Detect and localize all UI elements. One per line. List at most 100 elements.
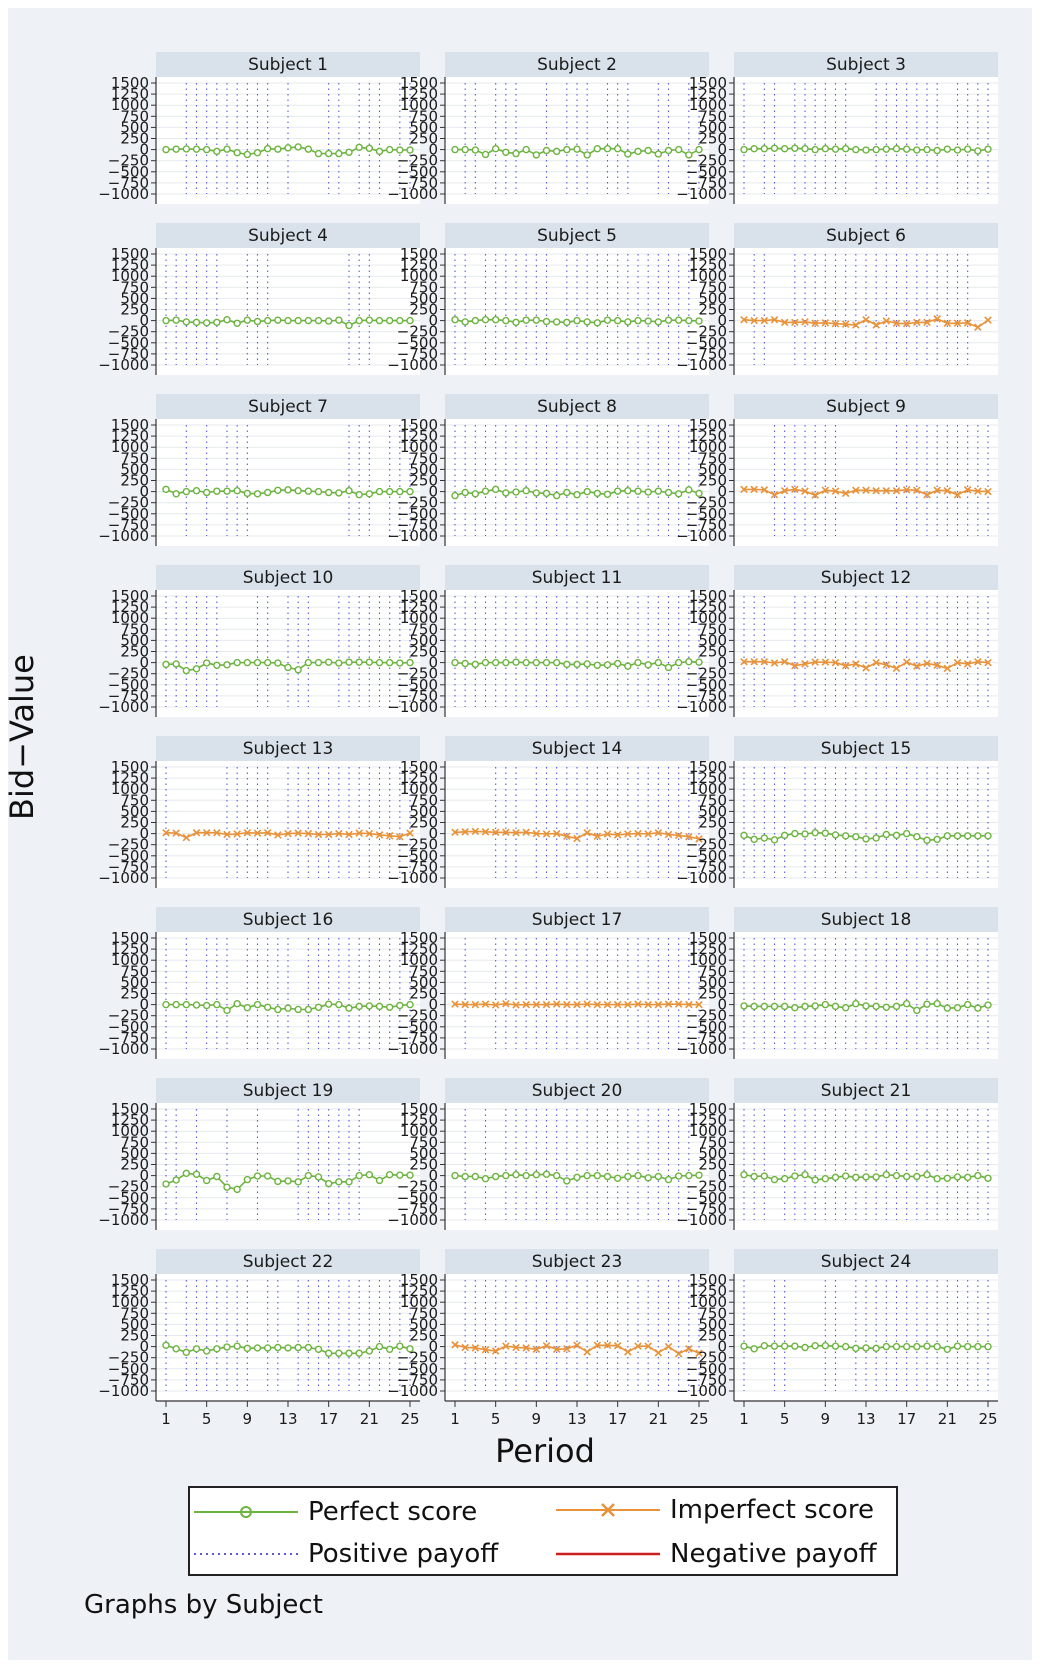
y-tick-label: 0	[428, 996, 438, 1014]
y-tick-label: −1000	[676, 185, 727, 203]
data-point	[563, 488, 571, 497]
data-point	[953, 146, 962, 154]
y-tick-label: 0	[139, 483, 149, 501]
y-tick-label: 1500	[111, 1100, 149, 1118]
panel-plot-region	[156, 1103, 420, 1230]
data-point	[624, 830, 632, 838]
y-tick-label: 1250	[689, 769, 727, 787]
data-point	[821, 486, 830, 495]
y-tick-label: 1000	[400, 438, 438, 456]
data-point	[396, 659, 404, 667]
y-tick-label: −250	[108, 152, 149, 170]
data-point	[984, 1342, 992, 1351]
data-point	[233, 830, 241, 838]
data-point	[841, 145, 850, 153]
y-tick-label: −750	[686, 174, 727, 192]
data-point	[345, 148, 353, 156]
data-point	[396, 146, 404, 154]
data-point	[365, 490, 374, 498]
y-tick-label: 1500	[400, 245, 438, 263]
y-tick-label: −250	[686, 323, 727, 341]
y-tick-label: −1000	[387, 527, 438, 545]
y-tick-label: −500	[108, 1018, 149, 1036]
y-tick-label: 1500	[400, 929, 438, 947]
y-axis-label: Bid−Value	[3, 654, 41, 820]
data-point	[491, 1172, 500, 1181]
data-point	[491, 658, 500, 667]
y-tick-label: 1000	[689, 609, 727, 627]
data-point	[862, 1173, 870, 1181]
y-tick-label: −250	[108, 1007, 149, 1025]
data-point	[406, 146, 414, 154]
data-point	[831, 319, 840, 328]
data-point	[882, 486, 891, 495]
y-tick-label: 500	[698, 1315, 727, 1333]
data-point	[406, 1171, 414, 1179]
panel-plot-region	[445, 248, 709, 375]
y-tick-label: −500	[686, 1018, 727, 1036]
data-point	[324, 317, 333, 325]
data-point	[913, 1006, 921, 1015]
y-tick-label: 1250	[400, 940, 438, 958]
data-point	[593, 319, 602, 327]
data-point	[603, 661, 612, 669]
data-point	[624, 1172, 632, 1181]
y-tick-label: 1000	[689, 1122, 727, 1140]
legend-key-perfect-score	[194, 1506, 298, 1518]
data-point	[345, 658, 353, 666]
data-point	[811, 829, 819, 837]
data-point	[634, 316, 642, 325]
y-tick-label: −750	[397, 687, 438, 705]
data-point	[583, 318, 591, 326]
y-tick-label: −750	[686, 1029, 727, 1047]
data-point	[182, 1000, 191, 1009]
y-tick-label: 250	[698, 814, 727, 832]
y-tick-label: −250	[397, 152, 438, 170]
data-point	[780, 145, 789, 153]
data-point	[223, 145, 231, 153]
data-point	[821, 145, 830, 153]
y-tick-label: −1000	[676, 1211, 727, 1229]
data-point	[654, 1172, 663, 1181]
y-tick-label: −500	[397, 334, 438, 352]
data-point	[532, 1000, 541, 1009]
panel-title: Subject 12	[821, 568, 912, 588]
y-tick-label: −750	[108, 174, 149, 192]
data-point	[943, 1174, 952, 1182]
panel-15: Subject 15 1500125010007505002500−250−500…	[676, 736, 998, 888]
data-point	[365, 1347, 374, 1355]
data-point	[355, 316, 363, 325]
data-point	[243, 489, 252, 498]
panel-title: Subject 18	[821, 910, 912, 930]
data-point	[345, 1004, 353, 1012]
data-point	[603, 1000, 612, 1009]
y-tick-label: 500	[698, 1144, 727, 1162]
y-tick-label: 250	[120, 130, 149, 148]
y-tick-label: −250	[397, 1178, 438, 1196]
y-tick-label: 500	[409, 118, 438, 136]
y-tick-label: 1000	[400, 780, 438, 798]
y-tick-label: −1000	[98, 185, 149, 203]
data-point	[664, 1175, 673, 1184]
x-tick-label: 25	[978, 1410, 997, 1428]
x-tick-label: 9	[243, 1410, 253, 1428]
data-point	[345, 1349, 353, 1357]
y-tick-label: 0	[428, 312, 438, 330]
y-tick-label: 750	[409, 1133, 438, 1151]
data-point	[780, 1002, 789, 1011]
data-point	[624, 1000, 632, 1009]
data-point	[202, 1347, 211, 1355]
data-point	[801, 145, 809, 153]
data-point	[841, 1342, 850, 1351]
y-tick-label: −750	[686, 858, 727, 876]
y-tick-label: 500	[409, 1315, 438, 1333]
panel-12: Subject 12 1500125010007505002500−250−500…	[676, 565, 998, 717]
data-point	[563, 832, 571, 841]
data-point	[892, 664, 901, 673]
y-tick-label: 1000	[400, 96, 438, 114]
data-point	[841, 1004, 850, 1012]
data-point	[882, 317, 891, 325]
data-point	[542, 489, 551, 498]
data-point	[345, 321, 353, 330]
data-point	[213, 661, 221, 669]
